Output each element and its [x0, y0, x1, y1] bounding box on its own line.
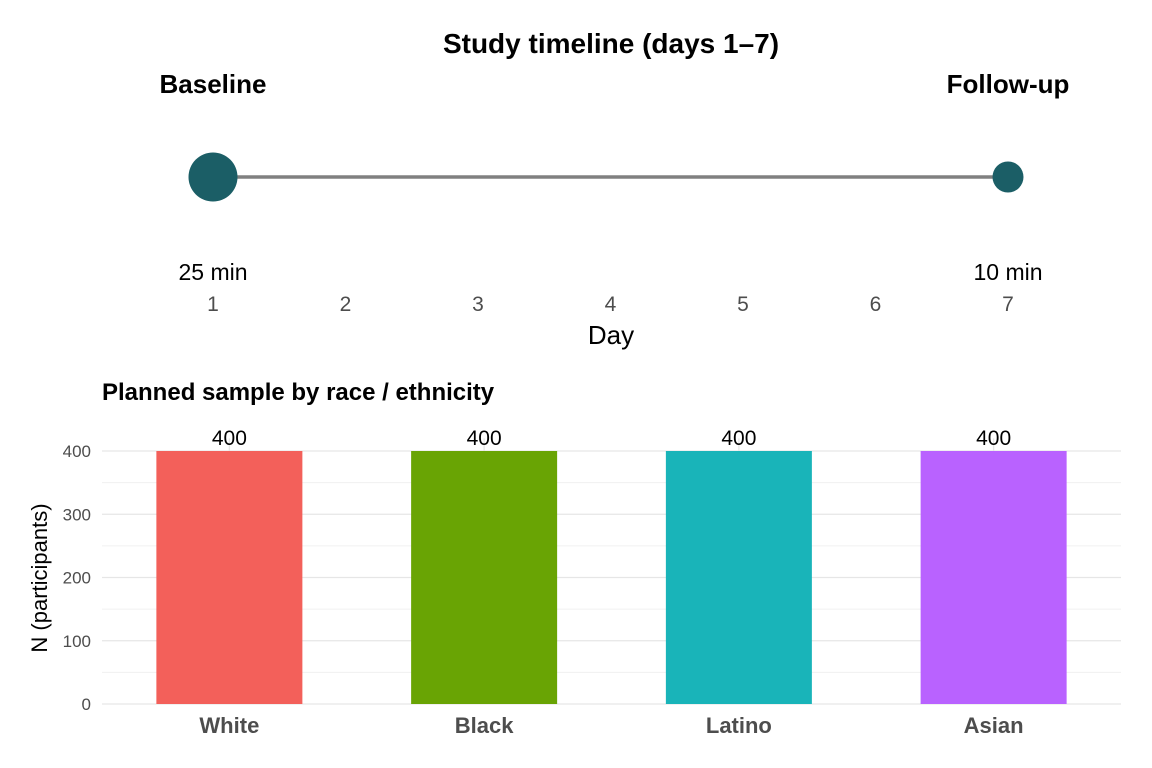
timeline-point — [992, 161, 1024, 193]
timeline-x-axis-title: Day — [588, 320, 634, 350]
bar-value-label: 400 — [467, 427, 502, 450]
bar-black — [411, 451, 558, 704]
timeline-x-tick-label: 4 — [605, 293, 617, 316]
bar-value-label: 400 — [721, 427, 756, 450]
bar-chart-title: Planned sample by race / ethnicity — [102, 379, 495, 406]
timeline-duration-label: 10 min — [973, 259, 1042, 285]
timeline-x-tick-label: 2 — [340, 293, 352, 316]
bar-white — [156, 451, 303, 704]
bar-y-tick-label: 100 — [63, 632, 91, 651]
bar-category-label: White — [199, 713, 259, 738]
bar-category-label: Latino — [706, 713, 772, 738]
timeline-x-tick-label: 6 — [870, 293, 882, 316]
bar-panel: Planned sample by race / ethnicity 400 40… — [27, 379, 1121, 738]
timeline-point-label: Baseline — [160, 69, 267, 99]
timeline-x-tick-label: 7 — [1002, 293, 1014, 316]
bar-latino — [665, 451, 812, 704]
timeline-x-tick-label: 3 — [472, 293, 484, 316]
timeline-plot-area: Baseline 25 min Follow-up 10 min 1 2 3 4 5 6 7 — [160, 69, 1070, 316]
timeline-x-tick-label: 1 — [207, 293, 219, 316]
timeline-point — [188, 152, 238, 202]
timeline-title: Study timeline (days 1–7) — [443, 28, 779, 59]
bar-y-tick-label: 200 — [63, 569, 91, 588]
bar-y-tick-label: 0 — [82, 695, 91, 714]
bar-value-label: 400 — [976, 427, 1011, 450]
bar-y-axis-title: N (participants) — [27, 503, 52, 652]
bar-y-tick-label: 300 — [63, 505, 91, 524]
bar-axis-ticks: White Black Latino Asian 0 100 200 300 400 — [63, 442, 1024, 738]
bar-category-label: Black — [455, 713, 514, 738]
bar-y-tick-label: 400 — [63, 442, 91, 461]
bar-series: 400 400 400 400 — [156, 427, 1067, 704]
bar-category-label: Asian — [964, 713, 1024, 738]
timeline-duration-label: 25 min — [178, 259, 247, 285]
timeline-point-label: Follow-up — [947, 69, 1070, 99]
bar-asian — [920, 451, 1067, 704]
bar-value-label: 400 — [212, 427, 247, 450]
timeline-x-tick-label: 5 — [737, 293, 749, 316]
timeline-panel: Study timeline (days 1–7) Baseline 25 min… — [160, 28, 1070, 350]
